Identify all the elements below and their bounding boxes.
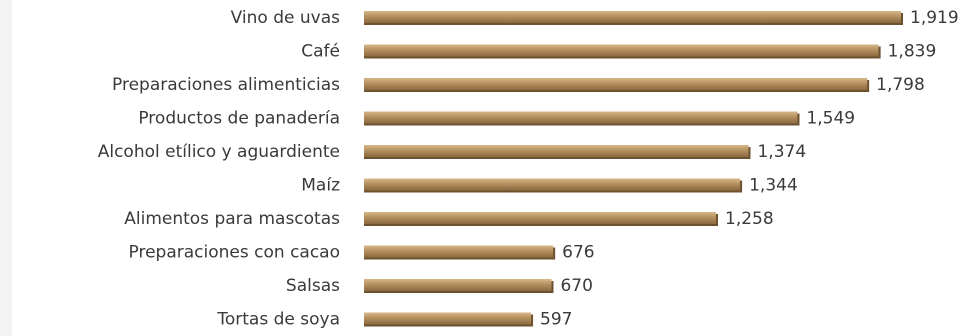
bar — [364, 245, 554, 258]
bar — [364, 111, 798, 124]
bar — [364, 279, 552, 291]
value-label: 1,344 — [749, 176, 798, 196]
value-label: 1,374 — [757, 142, 806, 162]
bar-row: Café 1,839 — [301, 42, 936, 62]
chart-area: Vino de uvas 1,919 Café 1,839 Preparaciones … — [12, 0, 966, 336]
bar — [364, 44, 879, 57]
value-label: 1,549 — [806, 109, 855, 129]
bar-row: Preparaciones alimenticias 1,798 — [112, 75, 925, 95]
value-label: 1,798 — [876, 75, 925, 95]
bar — [364, 145, 749, 157]
value-label: 676 — [562, 243, 594, 263]
category-label: Alcohol etílico y aguardiente — [98, 142, 340, 162]
value-label: 670 — [560, 276, 592, 296]
category-label: Maíz — [301, 176, 340, 196]
bar-chart: Vino de uvas 1,919 Café 1,839 Preparaciones … — [98, 8, 959, 330]
category-label: Vino de uvas — [231, 8, 340, 28]
bar-row: Salsas 670 — [286, 276, 593, 296]
value-label: 1,839 — [888, 42, 937, 62]
category-label: Preparaciones alimenticias — [112, 75, 340, 95]
category-label: Alimentos para mascotas — [124, 209, 340, 229]
bar-row: Preparaciones con cacao 676 — [129, 243, 595, 263]
category-label: Preparaciones con cacao — [129, 243, 340, 263]
bar — [364, 78, 868, 90]
value-label: 597 — [540, 310, 572, 330]
category-label: Café — [301, 42, 340, 62]
bar-row: Alimentos para mascotas 1,258 — [124, 209, 773, 229]
bar-row: Productos de panadería 1,549 — [138, 109, 855, 129]
bar — [364, 11, 901, 23]
bar-row: Maíz 1,344 — [301, 176, 798, 196]
category-label: Tortas de soya — [216, 310, 340, 330]
category-label: Salsas — [286, 276, 340, 296]
bar — [364, 312, 532, 325]
category-label: Productos de panadería — [138, 109, 340, 129]
value-label: 1,258 — [725, 209, 774, 229]
bar — [364, 212, 717, 224]
bar-row: Vino de uvas 1,919 — [231, 8, 959, 28]
bar-row: Alcohol etílico y aguardiente 1,374 — [98, 142, 806, 162]
bar — [364, 178, 741, 191]
value-label: 1,919 — [910, 8, 959, 28]
bar-row: Tortas de soya 597 — [216, 310, 572, 330]
bars-layer: Vino de uvas 1,919 Café 1,839 Preparaciones … — [98, 8, 959, 330]
